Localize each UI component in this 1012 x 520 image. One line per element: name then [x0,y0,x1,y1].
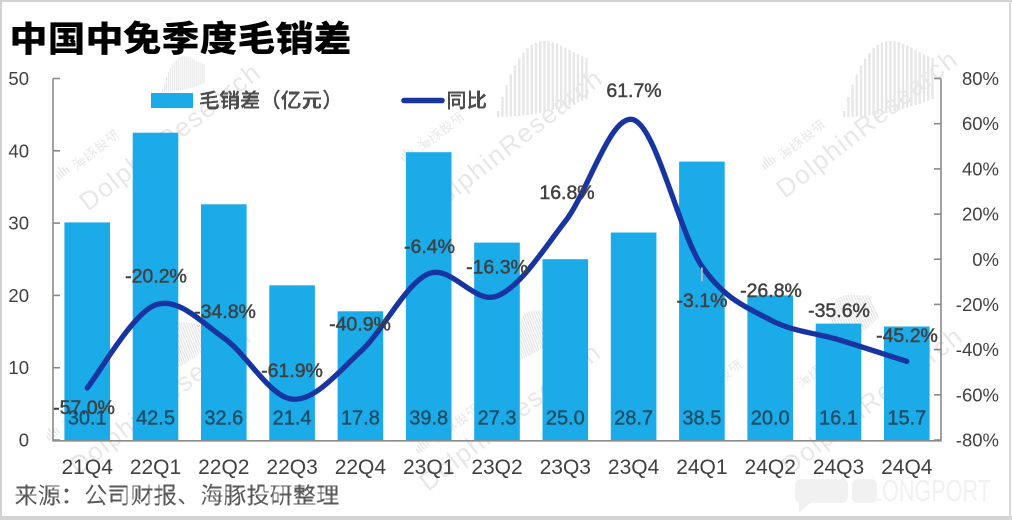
svg-text:22Q3: 22Q3 [266,456,317,479]
svg-text:17.8: 17.8 [341,407,380,429]
svg-text:16.1: 16.1 [819,407,858,429]
svg-text:10: 10 [8,357,29,378]
svg-text:LONGPORT: LONGPORT [870,473,991,508]
svg-text:20: 20 [8,285,29,306]
svg-text:-6.4%: -6.4% [404,236,455,258]
svg-text:-3.1%: -3.1% [677,290,728,312]
svg-text:-26.8%: -26.8% [740,280,802,302]
svg-text:61.7%: 61.7% [606,80,661,102]
svg-text:39.8: 39.8 [409,407,448,429]
svg-text:42.5: 42.5 [136,407,175,429]
svg-text:80%: 80% [962,68,999,89]
svg-text:23Q2: 23Q2 [471,456,522,479]
svg-text:-57.0%: -57.0% [53,397,115,419]
svg-text:38.5: 38.5 [682,407,721,429]
svg-text:15.7: 15.7 [887,407,926,429]
svg-text:24Q1: 24Q1 [676,456,727,479]
svg-text:-40.9%: -40.9% [329,314,391,336]
svg-text:-16.3%: -16.3% [466,257,528,279]
svg-text:23Q4: 23Q4 [608,456,660,479]
svg-text:-61.9%: -61.9% [261,360,323,382]
svg-text:16.8%: 16.8% [539,182,594,204]
svg-text:50: 50 [8,68,29,89]
svg-text:20%: 20% [962,204,999,225]
svg-text:40: 40 [8,140,29,161]
svg-text:28.7: 28.7 [614,407,653,429]
svg-text:22Q2: 22Q2 [198,456,249,479]
svg-text:-80%: -80% [956,430,999,451]
svg-text:24Q2: 24Q2 [745,456,796,479]
svg-text:27.3: 27.3 [478,407,517,429]
svg-text:0%: 0% [972,249,999,270]
svg-text:32.6: 32.6 [204,407,243,429]
svg-text:30.1: 30.1 [68,407,107,429]
svg-text:22Q1: 22Q1 [130,456,181,479]
svg-text:-20.2%: -20.2% [125,266,187,288]
svg-text:0: 0 [19,430,29,451]
svg-text:23Q3: 23Q3 [540,456,591,479]
svg-text:23Q1: 23Q1 [403,456,454,479]
svg-text:-35.6%: -35.6% [808,300,870,322]
svg-text:-20%: -20% [956,294,999,315]
svg-text:20.0: 20.0 [751,407,790,429]
svg-text:30: 30 [8,213,29,234]
svg-text:22Q4: 22Q4 [335,456,387,479]
svg-text:24Q3: 24Q3 [813,456,864,479]
svg-text:24Q4: 24Q4 [881,456,933,479]
svg-text:60%: 60% [962,113,999,134]
svg-text:25.0: 25.0 [546,407,585,429]
svg-text:-45.2%: -45.2% [876,325,938,347]
svg-text:-34.8%: -34.8% [194,301,256,323]
svg-text:-40%: -40% [956,339,999,360]
svg-text:21Q4: 21Q4 [62,456,114,479]
svg-text:-60%: -60% [956,384,999,405]
svg-text:21.4: 21.4 [273,407,312,429]
svg-text:40%: 40% [962,158,999,179]
